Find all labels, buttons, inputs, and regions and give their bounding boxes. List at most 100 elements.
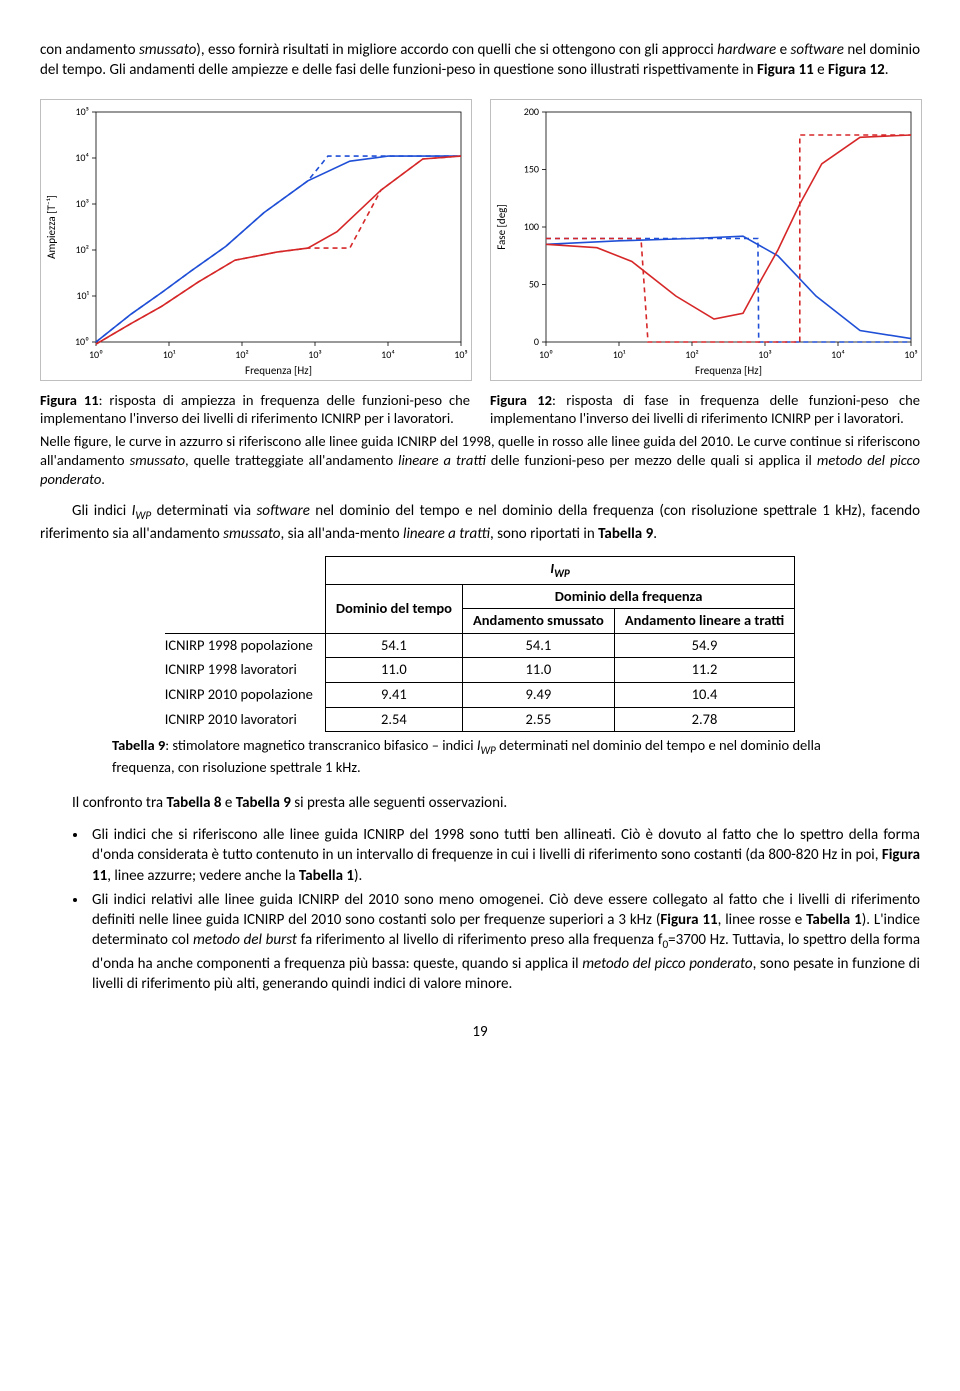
svg-text:10¹: 10¹ <box>613 348 626 361</box>
table-row: ICNIRP 1998 lavoratori11.011.011.2 <box>165 658 795 683</box>
text: con andamento <box>40 41 139 59</box>
table-ref: Tabella 9 <box>598 525 653 543</box>
svg-text:Ampiezza [T⁻¹]: Ampiezza [T⁻¹] <box>45 195 58 259</box>
table-cell: 9.41 <box>325 682 462 707</box>
middle-paragraph: Gli indici IWP determinati via software … <box>40 501 920 544</box>
text: delle funzioni-peso per mezzo delle qual… <box>486 451 817 469</box>
table-9: IWP Dominio del tempo Dominio della freq… <box>40 556 920 732</box>
table-9-caption: Tabella 9: stimolatore magnetico transcr… <box>112 736 852 777</box>
table-cell: 9.49 <box>462 682 614 707</box>
text-italic: smussato <box>130 451 185 469</box>
table-cell: 10.4 <box>614 682 794 707</box>
table: IWP Dominio del tempo Dominio della freq… <box>165 556 796 732</box>
figure-11: 10⁰10¹10²10³10⁴10⁵10⁰10¹10²10³10⁴10⁵Freq… <box>40 99 470 381</box>
table-row-label: ICNIRP 2010 lavoratori <box>165 707 326 732</box>
observations-list: Gli indici che si riferiscono alle linee… <box>40 825 920 994</box>
observations-intro: Il confronto tra Tabella 8 e Tabella 9 s… <box>40 793 920 813</box>
table-blank <box>165 557 326 634</box>
text-italic: smussato <box>223 525 280 543</box>
text-italic: software <box>790 41 843 59</box>
text: , linee rosse e <box>718 911 807 929</box>
figure-12: 10⁰ 10¹ 10² 10³ 10⁴ 10⁵ 0 50 100 150 200 Frequenza … <box>490 99 920 381</box>
table-header-piecewise: Andamento lineare a tratti <box>614 609 794 634</box>
fig-ref: Figura 11 <box>757 61 814 79</box>
svg-text:Fase [deg]: Fase [deg] <box>495 204 508 249</box>
text: Il confronto tra <box>72 794 166 812</box>
chart-svg: 10⁰ 10¹ 10² 10³ 10⁴ 10⁵ 0 50 100 150 200 Frequenza … <box>491 100 921 380</box>
svg-text:10²: 10² <box>76 243 90 256</box>
table-cell: 54.9 <box>614 633 794 658</box>
table-row-label: ICNIRP 2010 popolazione <box>165 682 326 707</box>
table-ref: Tabella 8 <box>166 794 221 812</box>
table-cell: 11.2 <box>614 658 794 683</box>
symbol-sub: WP <box>135 509 151 523</box>
table-header-smooth: Andamento smussato <box>462 609 614 634</box>
text: Gli indici <box>72 502 132 520</box>
text: : stimolatore magnetico transcranico bif… <box>165 736 477 754</box>
chart-amplitude: 10⁰10¹10²10³10⁴10⁵10⁰10¹10²10³10⁴10⁵Freq… <box>40 99 472 381</box>
text: , sia all'anda-mento <box>281 525 404 543</box>
text: si presta alle seguenti osservazioni. <box>291 794 507 812</box>
svg-text:10³: 10³ <box>308 348 321 361</box>
text: ). <box>354 867 362 885</box>
svg-text:10³: 10³ <box>758 348 771 361</box>
table-cell: 54.1 <box>462 633 614 658</box>
chart-phase: 10⁰ 10¹ 10² 10³ 10⁴ 10⁵ 0 50 100 150 200 Frequenza … <box>490 99 922 381</box>
text: , sono riportati in <box>490 525 598 543</box>
table-cell: 11.0 <box>462 658 614 683</box>
text-italic: metodo del picco ponderato <box>582 955 752 973</box>
svg-text:10⁴: 10⁴ <box>831 348 845 361</box>
svg-text:Frequenza [Hz]: Frequenza [Hz] <box>245 364 312 377</box>
table-cell: 11.0 <box>325 658 462 683</box>
text: . <box>885 61 889 79</box>
svg-text:10⁰: 10⁰ <box>89 348 103 361</box>
svg-text:10⁰: 10⁰ <box>539 348 553 361</box>
text-italic: smussato <box>139 41 196 59</box>
table-row-label: ICNIRP 1998 popolazione <box>165 633 326 658</box>
svg-text:10⁵: 10⁵ <box>76 105 89 118</box>
text-italic: hardware <box>717 41 776 59</box>
table-row-label: ICNIRP 1998 lavoratori <box>165 658 326 683</box>
table-row: ICNIRP 1998 popolazione54.154.154.9 <box>165 633 795 658</box>
figures-row: 10⁰10¹10²10³10⁴10⁵10⁰10¹10²10³10⁴10⁵Freq… <box>40 99 920 381</box>
svg-text:10⁵: 10⁵ <box>904 348 917 361</box>
svg-text:10⁴: 10⁴ <box>75 151 89 164</box>
fig-ref: Figura 12 <box>828 61 885 79</box>
page: con andamento smussato), esso fornirà ri… <box>0 0 960 1072</box>
svg-text:10²: 10² <box>685 348 699 361</box>
intro-paragraph: con andamento smussato), esso fornirà ri… <box>40 40 920 81</box>
list-item: Gli indici che si riferiscono alle linee… <box>88 825 920 886</box>
text: . <box>653 525 657 543</box>
svg-text:10³: 10³ <box>76 197 89 210</box>
svg-text:100: 100 <box>524 220 539 233</box>
table-ref: Tabella 1 <box>806 911 862 929</box>
text: Gli indici che si riferiscono alle linee… <box>92 826 920 864</box>
text-italic: software <box>256 502 309 520</box>
table-cell: 54.1 <box>325 633 462 658</box>
list-item: Gli indici relativi alle linee guida ICN… <box>88 890 920 994</box>
caption-label: Figura 12 <box>490 391 552 409</box>
caption-label: Tabella 9 <box>112 736 165 754</box>
table-row: ICNIRP 2010 popolazione9.419.4910.4 <box>165 682 795 707</box>
text: e <box>222 794 236 812</box>
svg-text:200: 200 <box>524 105 539 118</box>
table-cell: 2.78 <box>614 707 794 732</box>
svg-text:0: 0 <box>534 335 539 348</box>
text-italic: lineare a tratti <box>403 525 490 543</box>
figure-12-caption: Figura 12: risposta di fase in frequenza… <box>490 391 920 429</box>
table-row: ICNIRP 2010 lavoratori2.542.552.78 <box>165 707 795 732</box>
svg-text:10⁴: 10⁴ <box>381 348 395 361</box>
fig-ref: Figura 11 <box>660 911 717 929</box>
table-ref: Tabella 1 <box>299 867 354 885</box>
table-ref: Tabella 9 <box>236 794 291 812</box>
text: e <box>776 41 790 59</box>
svg-text:Frequenza [Hz]: Frequenza [Hz] <box>695 364 762 377</box>
table-header-freq: Dominio della frequenza <box>462 584 794 609</box>
text-italic: lineare a tratti <box>398 451 486 469</box>
svg-text:150: 150 <box>524 162 539 175</box>
text: . <box>101 470 105 488</box>
table-header-time: Dominio del tempo <box>325 584 462 633</box>
caption-text: : risposta di ampiezza in frequenza dell… <box>40 391 470 428</box>
table-header-iwp: IWP <box>325 557 794 585</box>
svg-text:50: 50 <box>529 277 539 290</box>
